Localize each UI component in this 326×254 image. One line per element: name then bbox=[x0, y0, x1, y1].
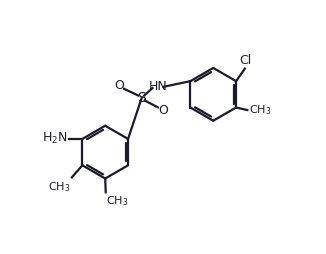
Text: H$_2$N: H$_2$N bbox=[42, 131, 67, 147]
Text: S: S bbox=[137, 91, 146, 105]
Text: O: O bbox=[114, 79, 124, 92]
Text: Cl: Cl bbox=[240, 54, 252, 67]
Text: O: O bbox=[158, 104, 168, 117]
Text: CH$_3$: CH$_3$ bbox=[106, 194, 128, 208]
Text: HN: HN bbox=[149, 80, 167, 93]
Text: CH$_3$: CH$_3$ bbox=[48, 180, 70, 194]
Text: CH$_3$: CH$_3$ bbox=[249, 104, 272, 117]
